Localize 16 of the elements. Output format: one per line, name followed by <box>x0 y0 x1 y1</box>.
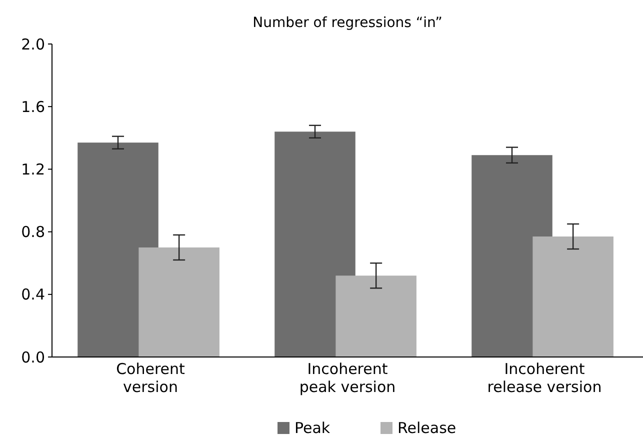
legend-label: Peak <box>294 419 330 437</box>
bar <box>336 276 416 357</box>
legend-label: Release <box>398 419 456 437</box>
bar <box>274 132 356 357</box>
y-tick-label: 0.4 <box>21 286 45 304</box>
x-tick-label: Coherent version <box>116 360 186 396</box>
bar <box>532 236 614 357</box>
x-tick-label: Incoherent release version <box>487 360 602 396</box>
y-tick-label: 1.6 <box>21 98 45 116</box>
y-tick-label: 1.2 <box>21 160 45 178</box>
x-tick-label: Incoherent peak version <box>299 360 396 396</box>
chart-title: Number of regressions “in” <box>252 15 442 31</box>
bar <box>138 247 220 357</box>
y-tick-label: 0.8 <box>21 223 45 242</box>
y-tick-label: 0.0 <box>21 348 45 366</box>
y-tick-label: 2.0 <box>21 35 45 54</box>
